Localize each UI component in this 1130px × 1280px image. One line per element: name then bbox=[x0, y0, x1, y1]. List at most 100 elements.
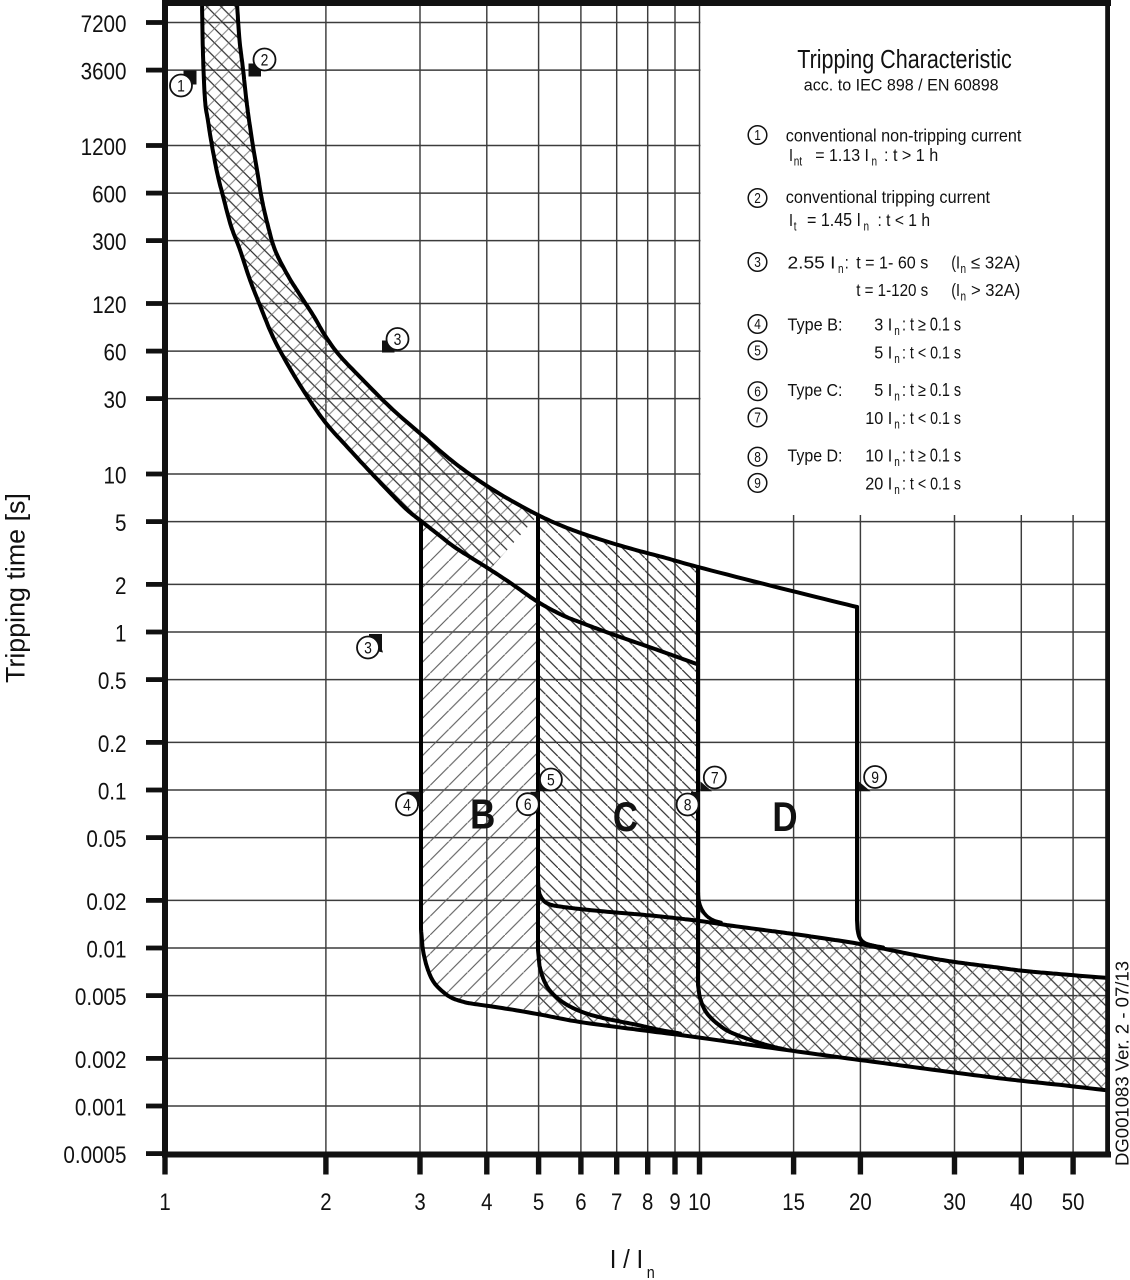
svg-text:: t < 1 h: : t < 1 h bbox=[878, 210, 931, 230]
svg-text:3: 3 bbox=[414, 1188, 425, 1215]
svg-text:DG001083 Ver. 2 - 07/13: DG001083 Ver. 2 - 07/13 bbox=[1112, 961, 1130, 1166]
svg-text:8: 8 bbox=[754, 449, 761, 465]
svg-text:0.005: 0.005 bbox=[75, 984, 127, 1011]
svg-text:2.55 I: 2.55 I bbox=[788, 252, 836, 272]
svg-text:120: 120 bbox=[92, 292, 126, 319]
svg-text:0.01: 0.01 bbox=[86, 936, 126, 963]
svg-text:4: 4 bbox=[481, 1188, 492, 1215]
svg-text:0.05: 0.05 bbox=[86, 826, 126, 853]
svg-text:0.002: 0.002 bbox=[75, 1047, 127, 1074]
svg-text:0.5: 0.5 bbox=[98, 668, 127, 695]
svg-text:: t < 0.1 s: : t < 0.1 s bbox=[902, 474, 961, 494]
svg-text:Tripping Characteristic: Tripping Characteristic bbox=[797, 46, 1012, 74]
svg-text:9: 9 bbox=[754, 475, 761, 491]
svg-text:(I: (I bbox=[951, 253, 960, 273]
svg-text:D: D bbox=[772, 794, 797, 841]
svg-text:n: n bbox=[894, 456, 900, 469]
svg-text:10: 10 bbox=[104, 462, 127, 489]
svg-text:5: 5 bbox=[115, 510, 126, 537]
svg-text:4: 4 bbox=[403, 796, 411, 815]
svg-text:10: 10 bbox=[688, 1188, 711, 1215]
svg-text:1: 1 bbox=[159, 1188, 170, 1215]
svg-text:n: n bbox=[838, 263, 844, 276]
svg-text:= 1.45 I: = 1.45 I bbox=[807, 210, 861, 230]
svg-text:5 I: 5 I bbox=[874, 343, 892, 363]
svg-text:B: B bbox=[470, 792, 495, 839]
svg-text:1: 1 bbox=[115, 620, 126, 647]
svg-text:n: n bbox=[961, 263, 967, 276]
svg-text:: t ≥ 0.1 s: : t ≥ 0.1 s bbox=[902, 381, 961, 401]
svg-text:: t < 0.1 s: : t < 0.1 s bbox=[902, 343, 961, 363]
svg-text:: t < 0.1 s: : t < 0.1 s bbox=[902, 408, 961, 428]
svg-text:n: n bbox=[894, 391, 900, 404]
svg-text:600: 600 bbox=[92, 181, 126, 208]
svg-text:7: 7 bbox=[754, 409, 761, 425]
svg-text:0.02: 0.02 bbox=[86, 889, 126, 916]
svg-text:n: n bbox=[647, 1264, 655, 1280]
svg-text:300: 300 bbox=[92, 229, 126, 256]
svg-text:6: 6 bbox=[524, 796, 532, 815]
svg-text:50: 50 bbox=[1062, 1188, 1085, 1215]
svg-text:9: 9 bbox=[871, 769, 879, 788]
svg-text:9: 9 bbox=[669, 1188, 680, 1215]
svg-text:0.1: 0.1 bbox=[98, 778, 127, 805]
svg-text:20: 20 bbox=[849, 1188, 872, 1215]
svg-text:1: 1 bbox=[754, 127, 761, 143]
svg-text:n: n bbox=[894, 484, 900, 497]
svg-text:Type B:: Type B: bbox=[788, 314, 843, 335]
svg-text:1: 1 bbox=[177, 77, 185, 96]
svg-text:8: 8 bbox=[684, 796, 692, 815]
svg-text:3600: 3600 bbox=[81, 58, 127, 85]
svg-text:n: n bbox=[864, 220, 870, 233]
svg-text:Type D:: Type D: bbox=[788, 446, 843, 466]
svg-text:t: t bbox=[794, 220, 798, 233]
svg-text:15: 15 bbox=[782, 1188, 805, 1215]
svg-text:t = 1- 60 s: t = 1- 60 s bbox=[856, 253, 928, 273]
svg-text:2: 2 bbox=[115, 573, 126, 600]
svg-text:3 I: 3 I bbox=[874, 315, 892, 335]
svg-text:0.001: 0.001 bbox=[75, 1094, 127, 1121]
svg-text:: t ≥ 0.1 s: : t ≥ 0.1 s bbox=[902, 315, 961, 335]
svg-text:40: 40 bbox=[1010, 1188, 1033, 1215]
svg-text:n: n bbox=[872, 156, 878, 169]
svg-text:2: 2 bbox=[754, 190, 761, 206]
svg-text:C: C bbox=[613, 794, 638, 841]
svg-text:I / I: I / I bbox=[610, 1246, 643, 1274]
svg-text:> 32A): > 32A) bbox=[971, 280, 1020, 301]
svg-text:≤ 32A): ≤ 32A) bbox=[971, 252, 1020, 273]
svg-text:: t > 1 h: : t > 1 h bbox=[884, 145, 938, 165]
svg-text:7200: 7200 bbox=[81, 11, 127, 38]
svg-text:30: 30 bbox=[104, 387, 127, 414]
svg-text:t = 1-120 s: t = 1-120 s bbox=[856, 280, 928, 301]
svg-text::: : bbox=[845, 253, 849, 273]
svg-text:1200: 1200 bbox=[81, 134, 127, 161]
svg-text:I: I bbox=[789, 146, 793, 166]
svg-text:conventional tripping current: conventional tripping current bbox=[786, 186, 990, 207]
svg-text:0.2: 0.2 bbox=[98, 731, 127, 758]
svg-text:3: 3 bbox=[754, 254, 761, 270]
svg-text:n: n bbox=[894, 418, 900, 431]
svg-text:7: 7 bbox=[711, 769, 719, 788]
svg-text:8: 8 bbox=[642, 1188, 653, 1215]
svg-text:I: I bbox=[789, 210, 793, 230]
svg-text:n: n bbox=[961, 291, 967, 304]
svg-text:6: 6 bbox=[575, 1188, 586, 1215]
svg-text:20 I: 20 I bbox=[865, 474, 892, 494]
svg-text:6: 6 bbox=[754, 383, 761, 399]
svg-text:Type C:: Type C: bbox=[788, 380, 843, 400]
svg-text:10 I: 10 I bbox=[865, 446, 892, 466]
svg-text:7: 7 bbox=[611, 1188, 622, 1215]
svg-text:acc. to IEC 898 / EN 60898: acc. to IEC 898 / EN 60898 bbox=[804, 76, 999, 94]
svg-text:3: 3 bbox=[364, 639, 372, 658]
svg-text:2: 2 bbox=[261, 51, 269, 70]
svg-text:0.0005: 0.0005 bbox=[63, 1142, 126, 1169]
svg-text:= 1.13 I: = 1.13 I bbox=[815, 145, 869, 165]
svg-text:10 I: 10 I bbox=[865, 408, 892, 428]
svg-text:2: 2 bbox=[320, 1188, 331, 1215]
svg-text:nt: nt bbox=[794, 156, 803, 169]
svg-text:5 I: 5 I bbox=[874, 380, 892, 400]
svg-text:30: 30 bbox=[943, 1188, 966, 1215]
svg-text:(I: (I bbox=[951, 281, 960, 301]
svg-text:n: n bbox=[894, 353, 900, 366]
svg-text:4: 4 bbox=[754, 316, 761, 332]
